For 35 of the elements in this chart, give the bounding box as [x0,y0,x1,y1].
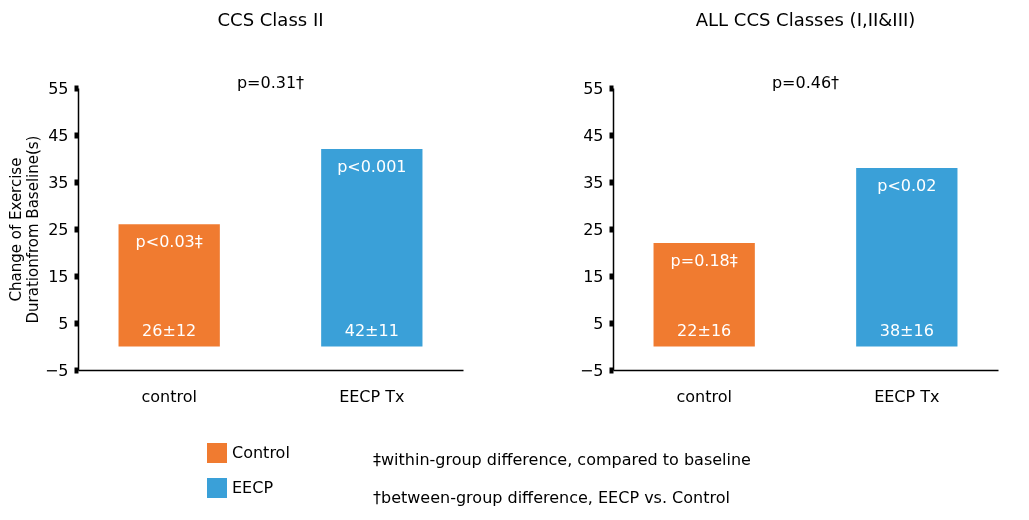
annotation: p=0.18‡ [670,251,738,271]
annotation: p=0.31† [236,73,305,92]
data-label: 38±16 [879,320,934,340]
y-axis-title: Change of Exercise Durationfrom Baseline(s) [6,135,42,324]
y-tick-label: 45 [583,125,604,145]
x-tick-label: EECP Tx [874,386,940,406]
annotation: p<0.03‡ [135,232,203,252]
y-tick-label: 25 [48,219,69,239]
data-label: 22±16 [677,320,732,340]
y-tick-label: −5 [44,360,69,380]
data-label: 26±12 [142,320,197,340]
x-tick-label: control [141,386,197,406]
annotation: p<0.02 [877,175,937,195]
x-tick-label: EECP Tx [339,386,405,406]
data-label: 42±11 [344,320,399,340]
x-tick-label: control [676,386,732,406]
y-tick-label: 5 [58,313,69,333]
y-tick-label: 35 [48,172,69,192]
y-tick-label: 55 [583,78,604,98]
annotation: p=0.46† [771,73,840,92]
text: †between-group difference, EECP vs. Control [373,488,730,507]
y-tick-label: 5 [593,313,604,333]
y-tick-label: 15 [48,266,69,286]
y-tick-label: 55 [48,78,69,98]
y-tick-label: 35 [583,172,604,192]
legend-label: EECP [232,478,274,497]
y-tick-label: 25 [583,219,604,239]
y-tick-label: 15 [583,266,604,286]
y-tick-label: 45 [48,125,69,145]
annotation: p<0.001 [337,157,407,177]
chart-title: ALL CCS Classes (I,II&III) [695,9,916,30]
legend-label: Control [232,443,290,462]
text: ‡within-group difference, compared to baseline [373,450,751,469]
chart-title: CCS Class II [217,9,324,30]
y-tick-label: −5 [579,360,604,380]
